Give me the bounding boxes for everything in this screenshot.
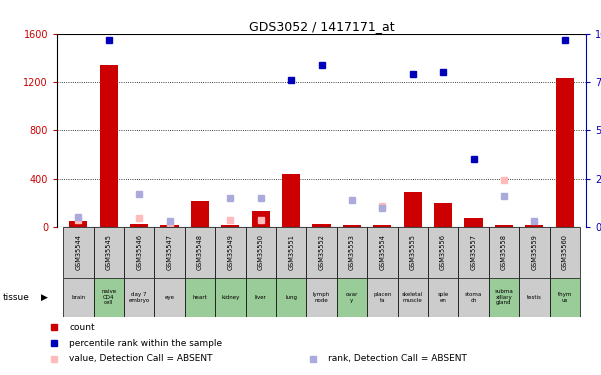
Bar [63, 227, 94, 278]
Bar [428, 278, 459, 317]
Bar [221, 225, 239, 227]
Text: thym
us: thym us [558, 292, 572, 303]
Text: GSM35556: GSM35556 [440, 234, 446, 270]
Bar [367, 227, 397, 278]
Text: GSM35555: GSM35555 [410, 234, 416, 270]
Text: eye: eye [165, 295, 174, 300]
Text: kidney: kidney [221, 295, 240, 300]
Bar [100, 65, 118, 227]
Bar [154, 227, 185, 278]
Bar [519, 278, 549, 317]
Bar [337, 278, 367, 317]
Bar [465, 218, 483, 227]
Text: naive
CD4
cell: naive CD4 cell [101, 289, 117, 306]
Text: value, Detection Call = ABSENT: value, Detection Call = ABSENT [69, 354, 213, 363]
Text: ▶: ▶ [41, 292, 47, 302]
Text: lymph
node: lymph node [313, 292, 330, 303]
Text: GSM35558: GSM35558 [501, 234, 507, 270]
Bar [276, 278, 307, 317]
Bar [459, 227, 489, 278]
Title: GDS3052 / 1417171_at: GDS3052 / 1417171_at [249, 20, 394, 33]
Bar [373, 225, 391, 227]
Bar [495, 225, 513, 227]
Text: GSM35557: GSM35557 [471, 234, 477, 270]
Bar [307, 278, 337, 317]
Bar [404, 192, 422, 227]
Bar [246, 227, 276, 278]
Text: GSM35553: GSM35553 [349, 234, 355, 270]
Bar [459, 278, 489, 317]
Text: skeletal
muscle: skeletal muscle [402, 292, 423, 303]
Bar [519, 227, 549, 278]
Bar [397, 278, 428, 317]
Text: GSM35544: GSM35544 [75, 234, 81, 270]
Text: testis: testis [527, 295, 542, 300]
Bar [124, 227, 154, 278]
Bar [549, 278, 580, 317]
Bar [428, 227, 459, 278]
Text: GSM35549: GSM35549 [227, 234, 233, 270]
Text: GSM35550: GSM35550 [258, 234, 264, 270]
Bar [343, 225, 361, 227]
Bar [185, 227, 215, 278]
Text: GSM35552: GSM35552 [319, 234, 325, 270]
Bar [94, 227, 124, 278]
Text: GSM35560: GSM35560 [562, 234, 568, 270]
Text: GSM35547: GSM35547 [166, 234, 172, 270]
Bar [63, 278, 94, 317]
Text: ovаr
y: ovаr y [346, 292, 358, 303]
Text: lung: lung [285, 295, 297, 300]
Text: GSM35545: GSM35545 [106, 234, 112, 270]
Bar [555, 78, 574, 227]
Text: liver: liver [255, 295, 267, 300]
Text: rank, Detection Call = ABSENT: rank, Detection Call = ABSENT [328, 354, 466, 363]
Bar [525, 225, 543, 227]
Text: subma
xillary
gland: subma xillary gland [495, 289, 513, 306]
Text: GSM35559: GSM35559 [531, 234, 537, 270]
Bar [276, 227, 307, 278]
Bar [307, 227, 337, 278]
Bar [124, 278, 154, 317]
Text: heart: heart [192, 295, 207, 300]
Bar [94, 278, 124, 317]
Text: GSM35546: GSM35546 [136, 234, 142, 270]
Text: count: count [69, 323, 95, 332]
Text: GSM35554: GSM35554 [379, 234, 385, 270]
Bar [489, 278, 519, 317]
Bar [215, 278, 246, 317]
Bar [130, 224, 148, 227]
Text: sple
en: sple en [438, 292, 449, 303]
Text: stoma
ch: stoma ch [465, 292, 482, 303]
Text: tissue: tissue [3, 292, 30, 302]
Bar [69, 221, 88, 227]
Bar [313, 224, 331, 227]
Text: GSM35551: GSM35551 [288, 234, 294, 270]
Bar [489, 227, 519, 278]
Bar [367, 278, 397, 317]
Bar [246, 278, 276, 317]
Bar [185, 278, 215, 317]
Bar [434, 203, 452, 227]
Bar [337, 227, 367, 278]
Bar [191, 201, 209, 227]
Text: day 7
embryо: day 7 embryо [129, 292, 150, 303]
Bar [160, 225, 178, 227]
Bar [397, 227, 428, 278]
Bar [215, 227, 246, 278]
Bar [282, 174, 300, 227]
Bar [154, 278, 185, 317]
Bar [252, 211, 270, 227]
Text: placen
ta: placen ta [373, 292, 391, 303]
Text: brain: brain [72, 295, 85, 300]
Text: percentile rank within the sample: percentile rank within the sample [69, 339, 222, 348]
Bar [549, 227, 580, 278]
Text: GSM35548: GSM35548 [197, 234, 203, 270]
